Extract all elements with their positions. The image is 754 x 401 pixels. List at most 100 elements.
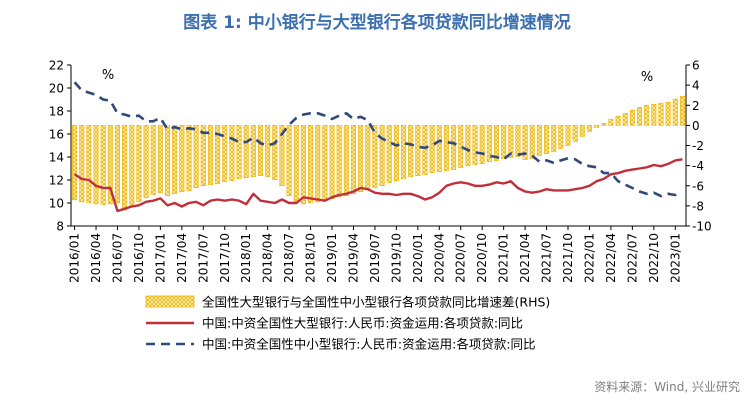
bar-spread-2022/08	[637, 106, 643, 126]
bar-spread-2021/10	[565, 125, 571, 146]
bar-spread-2018/01	[243, 125, 249, 179]
bar-spread-2022/11	[658, 102, 664, 126]
x-tick-label: 2022/07	[625, 233, 639, 283]
x-tick-label: 2018/10	[304, 233, 318, 283]
right-tick-label: 0	[692, 119, 700, 133]
legend-swatch-spread	[145, 295, 195, 308]
bar-spread-2017/07	[200, 125, 206, 187]
bar-spread-2020/03	[429, 125, 435, 173]
bar-spread-2022/12	[665, 101, 671, 126]
bar-spread-2021/05	[529, 125, 535, 159]
bar-spread-2016/12	[150, 125, 156, 196]
bar-spread-2017/02	[165, 125, 171, 197]
left-tick-label: 8	[56, 220, 64, 234]
bar-spread-2021/03	[515, 125, 521, 157]
bar-spread-2016/03	[86, 125, 92, 204]
bar-spread-2019/12	[408, 125, 414, 177]
x-tick-label: 2019/10	[389, 233, 403, 283]
bar-spread-2018/09	[300, 125, 306, 205]
bar-spread-2018/07	[286, 125, 292, 197]
bar-spread-2017/03	[172, 125, 178, 195]
bar-spread-2020/04	[436, 125, 442, 172]
bar-spread-2016/07	[114, 125, 120, 204]
bar-spread-2022/10	[651, 103, 657, 126]
x-tick-label: 2020/01	[411, 233, 425, 283]
bar-spread-2019/05	[358, 125, 364, 193]
bar-spread-2021/06	[536, 125, 542, 156]
bar-spread-2016/04	[93, 125, 99, 205]
bar-spread-2016/10	[136, 125, 142, 203]
source-note: 资料来源：Wind, 兴业研究	[594, 380, 740, 394]
right-tick-label: -2	[692, 139, 704, 153]
x-tick-label: 2022/10	[647, 233, 661, 283]
line-small-medium-banks	[73, 81, 683, 198]
legend-label: 全国性大型银行与全国性中小型银行各项贷款同比增速差(RHS)	[202, 295, 550, 310]
axes-layer: 8 10 12 14 16 18 20 22 -10 -8 -6 -4 -2 0 2 4 6% % 2016/01 2…	[49, 59, 712, 283]
bar-spread-2020/10	[479, 125, 485, 164]
bar-spread-2016/02	[79, 125, 85, 203]
x-tick-label: 2019/04	[347, 233, 361, 283]
x-tick-label: 2018/04	[261, 233, 275, 283]
bar-spread-2016/05	[100, 125, 106, 206]
bar-spread-2023/02	[679, 95, 685, 126]
bar-spread-2021/12	[579, 125, 585, 137]
x-tick-label: 2023/01	[668, 233, 682, 283]
bar-spread-2021/09	[558, 125, 564, 149]
bar-spread-2018/08	[293, 125, 299, 203]
bar-spread-2017/04	[179, 125, 185, 193]
legend-label: 中国:中资全国性中小型银行:人民币:资金运用:各项贷款:同比	[202, 337, 536, 352]
x-tick-label: 2021/01	[497, 233, 511, 283]
left-tick-label: 18	[49, 105, 64, 119]
right-tick-label: -6	[692, 179, 704, 193]
bar-spread-2017/12	[236, 125, 242, 180]
bar-spread-2022/09	[644, 104, 650, 126]
bar-spread-2022/01	[586, 125, 592, 132]
left-tick-label: 14	[49, 151, 64, 165]
bar-spread-2021/01	[501, 125, 507, 159]
x-tick-label: 2017/04	[175, 233, 189, 283]
x-tick-label: 2016/04	[89, 233, 103, 283]
x-tick-label: 2016/01	[68, 233, 82, 283]
bar-spread-2017/01	[157, 125, 163, 194]
left-tick-label: 12	[49, 174, 64, 188]
x-tick-label: 2017/01	[153, 233, 167, 283]
right-tick-label: 2	[692, 99, 700, 113]
right-tick-label: 4	[692, 79, 700, 93]
bar-spread-2016/06	[107, 125, 113, 205]
bar-spread-2018/12	[322, 125, 328, 202]
bar-spread-2018/05	[272, 125, 278, 181]
bar-spread-2017/11	[229, 125, 235, 182]
bar-spread-2018/02	[250, 125, 256, 177]
bar-spread-2019/07	[372, 125, 378, 189]
x-tick-label: 2020/04	[432, 233, 446, 283]
x-tick-label: 2019/07	[368, 233, 382, 283]
bars-layer	[72, 95, 685, 211]
bar-spread-2017/05	[186, 125, 192, 192]
x-tick-label: 2020/07	[454, 233, 468, 283]
bar-spread-2021/08	[551, 125, 557, 152]
x-tick-label: 2021/04	[518, 233, 532, 283]
bar-spread-2020/01	[415, 125, 421, 176]
bar-spread-2020/12	[493, 125, 500, 161]
right-tick-label: -8	[692, 199, 704, 213]
x-tick-label: 2021/10	[561, 233, 575, 283]
bar-spread-2017/08	[207, 125, 213, 186]
bar-spread-2016/01	[72, 125, 78, 201]
x-tick-label: 2017/07	[196, 233, 210, 283]
left-axis-unit: %	[102, 68, 114, 83]
left-tick-label: 20	[49, 82, 64, 96]
bar-spread-2016/09	[129, 125, 135, 207]
x-tick-label: 2022/04	[604, 233, 618, 283]
bar-spread-2017/10	[222, 125, 228, 183]
bar-spread-2019/06	[365, 125, 371, 191]
bar-spread-2019/02	[336, 125, 342, 198]
bar-spread-2019/03	[343, 125, 349, 197]
x-tick-label: 2021/07	[540, 233, 554, 283]
bar-spread-2018/06	[279, 125, 285, 187]
bar-spread-2017/06	[193, 125, 199, 189]
bar-spread-2022/07	[629, 109, 635, 126]
bar-spread-2020/09	[472, 125, 478, 165]
bar-spread-2019/09	[386, 125, 392, 184]
bar-spread-2022/05	[615, 116, 621, 126]
